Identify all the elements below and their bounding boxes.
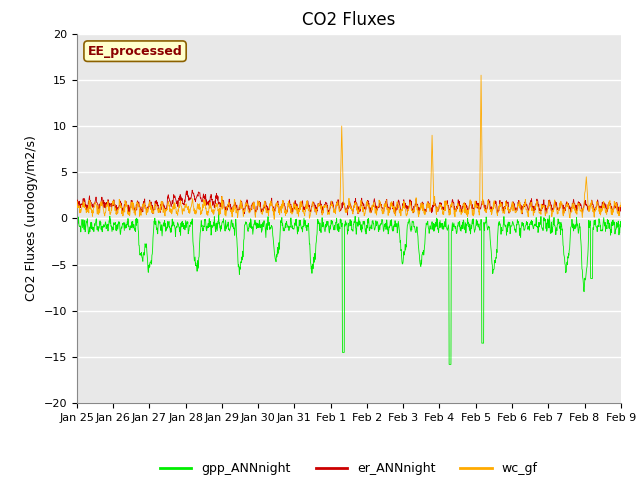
gpp_ANNnight <box>474 218 481 224</box>
Line: gpp_ANNnight: gpp_ANNnight <box>77 211 640 364</box>
wc_gf <box>370 200 378 205</box>
gpp_ANNnight <box>445 361 453 367</box>
wc_gf <box>84 206 92 212</box>
Text: EE_processed: EE_processed <box>88 45 182 58</box>
er_ANNnight <box>188 187 196 193</box>
wc_gf <box>477 72 485 78</box>
er_ANNnight <box>177 198 184 204</box>
gpp_ANNnight <box>215 208 223 214</box>
er_ANNnight <box>84 204 92 210</box>
wc_gf <box>73 206 81 212</box>
wc_gf <box>473 203 481 208</box>
wc_gf <box>177 198 184 204</box>
Title: CO2 Fluxes: CO2 Fluxes <box>302 11 396 29</box>
Line: er_ANNnight: er_ANNnight <box>77 190 640 215</box>
er_ANNnight <box>252 212 259 218</box>
gpp_ANNnight <box>616 224 624 230</box>
gpp_ANNnight <box>336 224 344 230</box>
wc_gf <box>270 216 278 222</box>
wc_gf <box>336 209 344 215</box>
wc_gf <box>616 203 624 208</box>
er_ANNnight <box>616 204 624 210</box>
gpp_ANNnight <box>370 224 378 229</box>
gpp_ANNnight <box>84 223 92 228</box>
er_ANNnight <box>474 200 481 206</box>
Line: wc_gf: wc_gf <box>77 75 640 219</box>
er_ANNnight <box>73 199 81 204</box>
Legend: gpp_ANNnight, er_ANNnight, wc_gf: gpp_ANNnight, er_ANNnight, wc_gf <box>155 457 543 480</box>
gpp_ANNnight <box>73 224 81 229</box>
gpp_ANNnight <box>177 232 184 238</box>
er_ANNnight <box>336 205 344 211</box>
er_ANNnight <box>371 196 378 202</box>
Y-axis label: CO2 Fluxes (urology/m2/s): CO2 Fluxes (urology/m2/s) <box>25 135 38 301</box>
